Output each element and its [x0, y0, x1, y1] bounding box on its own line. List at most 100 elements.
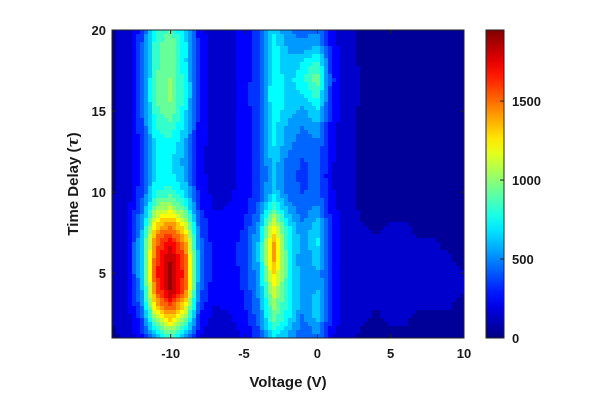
- heatmap-cell: [444, 162, 449, 167]
- heatmap-cell: [384, 142, 389, 147]
- heatmap-cell: [176, 94, 181, 99]
- heatmap-cell: [280, 194, 285, 199]
- heatmap-cell: [260, 214, 265, 219]
- heatmap-cell: [372, 214, 377, 219]
- heatmap-cell: [116, 174, 121, 179]
- heatmap-cell: [440, 250, 445, 255]
- heatmap-cell: [368, 126, 373, 131]
- heatmap-cell: [268, 130, 273, 135]
- heatmap-cell: [392, 122, 397, 127]
- heatmap-cell: [224, 46, 229, 51]
- heatmap-cell: [332, 70, 337, 75]
- heatmap-cell: [380, 74, 385, 79]
- heatmap-cell: [448, 166, 453, 171]
- heatmap-cell: [404, 74, 409, 79]
- heatmap-cell: [216, 78, 221, 83]
- heatmap-cell: [176, 166, 181, 171]
- heatmap-cell: [440, 106, 445, 111]
- heatmap-cell: [228, 226, 233, 231]
- heatmap-cell: [204, 202, 209, 207]
- heatmap-cell: [396, 170, 401, 175]
- heatmap-cell: [208, 110, 213, 115]
- heatmap-cell: [160, 46, 165, 51]
- heatmap-cell: [248, 70, 253, 75]
- heatmap-cell: [276, 170, 281, 175]
- heatmap-cell: [156, 146, 161, 151]
- heatmap-cell: [424, 222, 429, 227]
- heatmap-cell: [224, 58, 229, 63]
- heatmap-cell: [204, 146, 209, 151]
- heatmap-cell: [368, 86, 373, 91]
- heatmap-cell: [348, 174, 353, 179]
- heatmap-cell: [392, 130, 397, 135]
- heatmap-cell: [160, 250, 165, 255]
- heatmap-cell: [340, 194, 345, 199]
- heatmap-cell: [376, 218, 381, 223]
- heatmap-cell: [140, 150, 145, 155]
- heatmap-cell: [400, 90, 405, 95]
- heatmap-cell: [220, 170, 225, 175]
- heatmap-cell: [424, 210, 429, 215]
- heatmap-cell: [296, 50, 301, 55]
- heatmap-cell: [424, 142, 429, 147]
- heatmap-cell: [120, 58, 125, 63]
- heatmap-cell: [416, 182, 421, 187]
- heatmap-cell: [228, 238, 233, 243]
- heatmap-cell: [280, 110, 285, 115]
- heatmap-cell: [280, 30, 285, 35]
- heatmap-cell: [152, 50, 157, 55]
- heatmap-cell: [328, 34, 333, 39]
- heatmap-cell: [140, 138, 145, 143]
- heatmap-cell: [384, 138, 389, 143]
- heatmap-cell: [288, 174, 293, 179]
- heatmap-cell: [304, 158, 309, 163]
- heatmap-cell: [344, 242, 349, 247]
- heatmap-cell: [448, 206, 453, 211]
- heatmap-cell: [192, 50, 197, 55]
- heatmap-cell: [404, 194, 409, 199]
- heatmap-cell: [328, 194, 333, 199]
- heatmap-cell: [212, 110, 217, 115]
- heatmap-cell: [156, 174, 161, 179]
- heatmap-cell: [204, 182, 209, 187]
- heatmap-cell: [404, 198, 409, 203]
- heatmap-cell: [368, 202, 373, 207]
- heatmap-cell: [436, 94, 441, 99]
- heatmap-cell: [420, 170, 425, 175]
- heatmap-cell: [284, 214, 289, 219]
- heatmap-cell: [124, 138, 129, 143]
- heatmap-cell: [144, 42, 149, 47]
- heatmap-cell: [448, 242, 453, 247]
- heatmap-cell: [444, 98, 449, 103]
- heatmap-cell: [216, 226, 221, 231]
- heatmap-cell: [436, 238, 441, 243]
- heatmap-cell: [296, 134, 301, 139]
- heatmap-cell: [428, 98, 433, 103]
- heatmap-cell: [320, 114, 325, 119]
- heatmap-cell: [376, 162, 381, 167]
- heatmap-cell: [392, 54, 397, 59]
- heatmap-cell: [300, 194, 305, 199]
- heatmap-cell: [428, 106, 433, 111]
- heatmap-cell: [388, 182, 393, 187]
- heatmap-cell: [180, 66, 185, 71]
- heatmap-cell: [284, 138, 289, 143]
- heatmap-cell: [308, 206, 313, 211]
- heatmap-cell: [300, 126, 305, 131]
- heatmap-cell: [128, 74, 133, 79]
- heatmap-cell: [168, 90, 173, 95]
- heatmap-cell: [260, 30, 265, 35]
- heatmap-cell: [176, 46, 181, 51]
- heatmap-cell: [408, 86, 413, 91]
- heatmap-cell: [148, 110, 153, 115]
- heatmap-cell: [440, 182, 445, 187]
- heatmap-cell: [396, 102, 401, 107]
- heatmap-cell: [332, 74, 337, 79]
- heatmap-cell: [324, 38, 329, 43]
- heatmap-cell: [276, 30, 281, 35]
- heatmap-cell: [160, 230, 165, 235]
- heatmap-cell: [160, 138, 165, 143]
- heatmap-cell: [200, 162, 205, 167]
- heatmap-cell: [428, 110, 433, 115]
- heatmap-cell: [268, 238, 273, 243]
